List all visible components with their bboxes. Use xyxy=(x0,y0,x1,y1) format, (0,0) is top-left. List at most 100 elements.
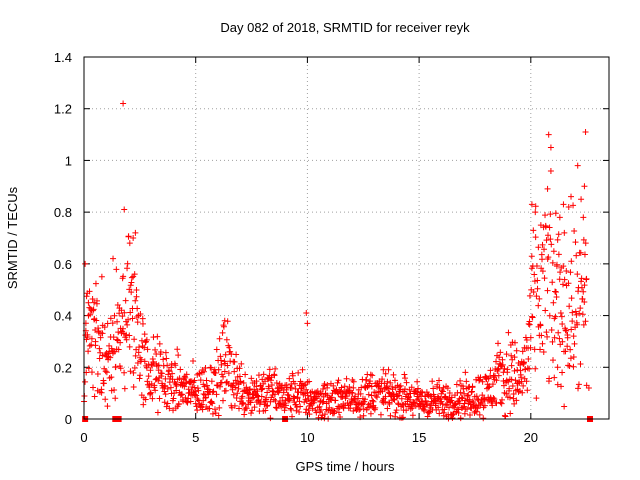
data-point xyxy=(558,313,565,320)
data-point xyxy=(436,377,443,384)
data-point xyxy=(568,326,575,333)
data-point xyxy=(92,338,99,345)
data-point xyxy=(139,320,146,327)
data-point xyxy=(434,381,441,388)
data-point xyxy=(248,375,255,382)
data-point xyxy=(117,365,124,372)
data-point xyxy=(318,406,325,413)
data-point xyxy=(320,385,327,392)
data-point xyxy=(285,395,292,402)
data-point xyxy=(549,338,556,345)
data-point xyxy=(567,346,574,353)
data-point xyxy=(580,236,587,243)
data-point xyxy=(508,352,515,359)
data-point xyxy=(88,369,95,376)
x-axis-label: GPS time / hours xyxy=(296,459,395,474)
data-point xyxy=(350,384,357,391)
data-point xyxy=(533,293,540,300)
data-point xyxy=(524,365,531,372)
data-point xyxy=(202,394,209,401)
data-point xyxy=(500,378,507,385)
data-point xyxy=(513,347,520,354)
data-point xyxy=(267,398,274,405)
data-point xyxy=(414,385,421,392)
data-point xyxy=(217,353,224,360)
data-point xyxy=(220,323,227,330)
data-point xyxy=(91,393,98,400)
data-point xyxy=(114,318,121,325)
data-point xyxy=(520,359,527,366)
data-point xyxy=(126,343,133,350)
data-point xyxy=(124,321,131,328)
data-point xyxy=(343,375,350,382)
y-axis-label: SRMTID / TECUs xyxy=(5,186,20,289)
data-point xyxy=(477,374,484,381)
data-point xyxy=(232,384,239,391)
data-point xyxy=(133,293,140,300)
data-point xyxy=(560,201,567,208)
data-point xyxy=(108,374,115,381)
data-point xyxy=(192,400,199,407)
data-point xyxy=(319,399,326,406)
data-point xyxy=(569,309,576,316)
data-point xyxy=(199,406,206,413)
data-point xyxy=(306,378,313,385)
data-point xyxy=(530,227,537,234)
data-point xyxy=(86,342,93,349)
data-point xyxy=(486,383,493,390)
data-point xyxy=(401,386,408,393)
data-point xyxy=(107,315,114,322)
data-point xyxy=(511,400,518,407)
data-point xyxy=(569,318,576,325)
data-point xyxy=(374,394,381,401)
data-point xyxy=(166,405,173,412)
data-point xyxy=(499,361,506,368)
data-point xyxy=(499,356,506,363)
data-point xyxy=(287,405,294,412)
data-point xyxy=(93,317,100,324)
data-point xyxy=(446,389,453,396)
data-point xyxy=(543,329,550,336)
data-point xyxy=(152,376,159,383)
data-point xyxy=(565,204,572,211)
data-point xyxy=(125,316,132,323)
data-point xyxy=(112,395,119,402)
data-point xyxy=(137,372,144,379)
data-point xyxy=(546,224,553,231)
data-point xyxy=(442,402,449,409)
data-point xyxy=(203,377,210,384)
data-point xyxy=(578,275,585,282)
data-point xyxy=(145,373,152,380)
data-point xyxy=(104,403,111,410)
data-point xyxy=(245,395,252,402)
data-point xyxy=(528,253,535,260)
data-point xyxy=(556,214,563,221)
y-tick-label: 1.2 xyxy=(54,102,72,117)
data-point xyxy=(90,307,97,314)
data-point xyxy=(198,401,205,408)
data-point xyxy=(101,324,108,331)
data-point xyxy=(263,403,270,410)
data-point xyxy=(272,365,279,372)
data-point xyxy=(251,404,258,411)
data-point xyxy=(167,384,174,391)
data-point xyxy=(409,405,416,412)
data-point xyxy=(384,405,391,412)
data-point xyxy=(121,369,128,376)
data-point xyxy=(240,379,247,386)
data-point xyxy=(297,403,304,410)
data-point xyxy=(462,369,469,376)
data-point xyxy=(264,376,271,383)
data-point xyxy=(156,340,163,347)
data-point xyxy=(552,288,559,295)
data-point xyxy=(474,405,481,412)
data-point xyxy=(546,312,553,319)
data-point xyxy=(524,387,531,394)
data-point xyxy=(418,388,425,395)
data-point xyxy=(187,398,194,405)
data-point xyxy=(577,249,584,256)
data-point xyxy=(367,410,374,417)
data-point xyxy=(130,383,137,390)
data-point xyxy=(123,336,130,343)
data-point xyxy=(220,397,227,404)
